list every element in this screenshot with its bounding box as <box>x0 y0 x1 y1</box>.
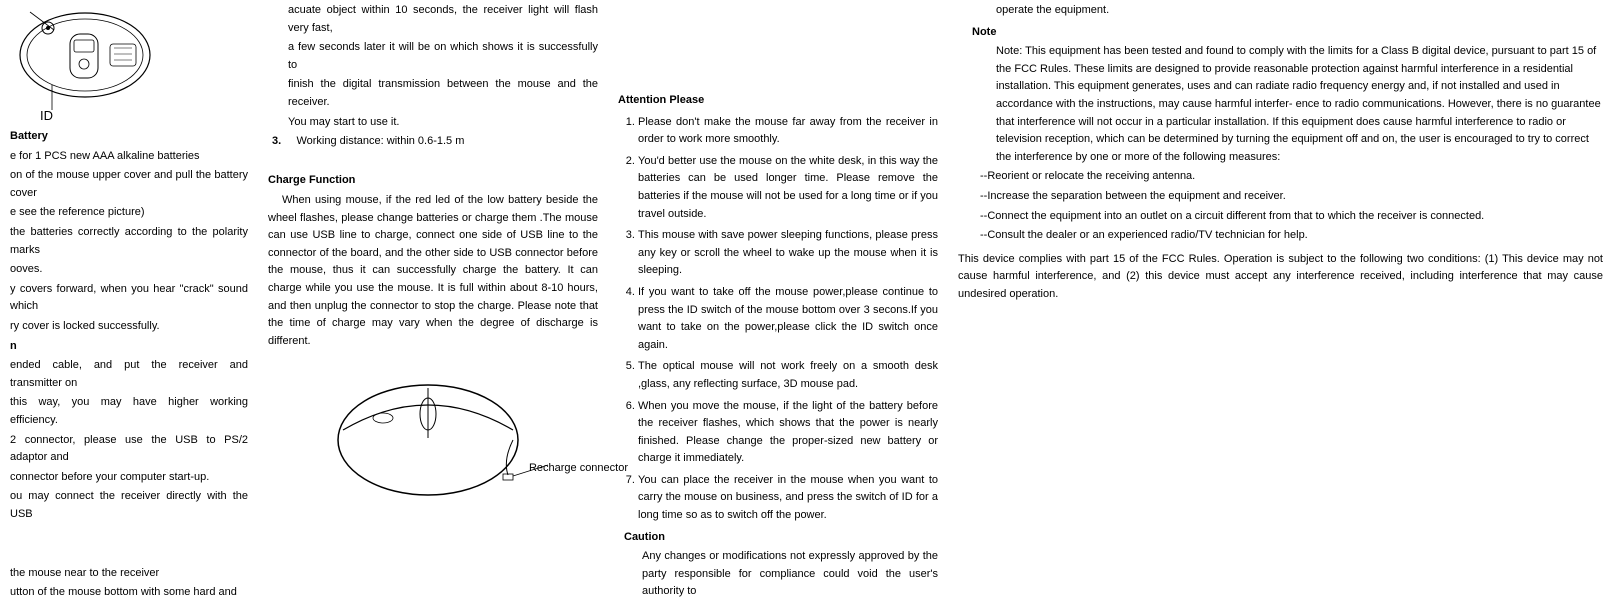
charge-diagram: Recharge connector <box>268 370 588 517</box>
mouse-bottom-diagram: ID <box>10 0 190 120</box>
col1-line: e see the reference picture) <box>10 204 248 222</box>
recharge-connector-label: Recharge connector <box>529 460 628 478</box>
column-3: Attention Please Please don't make the m… <box>608 0 948 568</box>
operate-equipment-line: operate the equipment. <box>958 2 1603 20</box>
col1-line: 2 connector, please use the USB to PS/2 … <box>10 432 248 467</box>
column-2: acuate object within 10 seconds, the rec… <box>258 0 608 568</box>
col1-line: the batteries correctly according to the… <box>10 224 248 259</box>
caution-heading: Caution <box>624 529 938 547</box>
column-4: operate the equipment. Note Note: This e… <box>948 0 1613 568</box>
measures-list: --Reorient or relocate the receiving ant… <box>958 168 1603 244</box>
attention-item: This mouse with save power sleeping func… <box>638 227 938 280</box>
col1-line: ry cover is locked successfully. <box>10 318 248 336</box>
attention-list: Please don't make the mouse far away fro… <box>618 114 938 525</box>
battery-heading: Battery <box>10 128 248 146</box>
charge-function-body: When using mouse, if the red led of the … <box>268 192 598 350</box>
col1-line: the mouse near to the receiver <box>10 565 248 583</box>
id-label-svg: ID <box>40 108 53 120</box>
measure-item: --Consult the dealer or an experienced r… <box>980 227 1603 245</box>
attention-item: When you move the mouse, if the light of… <box>638 398 938 468</box>
col1-line: on of the mouse upper cover and pull the… <box>10 167 248 202</box>
measure-item: --Connect the equipment into an outlet o… <box>980 208 1603 226</box>
attention-heading: Attention Please <box>618 92 938 110</box>
measure-item: --Reorient or relocate the receiving ant… <box>980 168 1603 186</box>
col1-line: ou may connect the receiver directly wit… <box>10 488 248 523</box>
intro-line: finish the digital transmission between … <box>288 76 598 111</box>
note-heading: Note <box>972 24 1603 42</box>
item3-number: 3. <box>272 135 281 147</box>
column-1: ID Battery e for 1 PCS new AAA alkaline … <box>0 0 258 568</box>
col1-line: this way, you may have higher working ef… <box>10 394 248 429</box>
col1-line: ooves. <box>10 261 248 279</box>
intro-line: a few seconds later it will be on which … <box>288 39 598 74</box>
col1-line: ended cable, and put the receiver and tr… <box>10 357 248 392</box>
note-body: Note: This equipment has been tested and… <box>958 43 1603 166</box>
intro-line: acuate object within 10 seconds, the rec… <box>288 2 598 37</box>
col1-line: utton of the mouse bottom with some hard… <box>10 584 248 602</box>
intro-block: acuate object within 10 seconds, the rec… <box>268 2 598 131</box>
working-distance-item: 3. Working distance: within 0.6-1.5 m <box>268 133 598 151</box>
fcc-compliance-text: This device complies with part 15 of the… <box>958 251 1603 304</box>
col1-line: connector before your computer start-up. <box>10 469 248 487</box>
attention-item: If you want to take off the mouse power,… <box>638 284 938 354</box>
charge-function-heading: Charge Function <box>268 172 598 190</box>
intro-line: You may start to use it. <box>288 114 598 132</box>
col1-line: e for 1 PCS new AAA alkaline batteries <box>10 148 248 166</box>
attention-item: You'd better use the mouse on the white … <box>638 153 938 223</box>
col1-line: n <box>10 338 248 356</box>
measure-item: --Increase the separation between the eq… <box>980 188 1603 206</box>
item3-text: Working distance: within 0.6-1.5 m <box>296 135 464 147</box>
attention-item: You can place the receiver in the mouse … <box>638 472 938 525</box>
caution-body: Any changes or modifications not express… <box>618 548 938 601</box>
attention-item: The optical mouse will not work freely o… <box>638 358 938 393</box>
attention-item: Please don't make the mouse far away fro… <box>638 114 938 149</box>
col1-line: y covers forward, when you hear "crack" … <box>10 281 248 316</box>
